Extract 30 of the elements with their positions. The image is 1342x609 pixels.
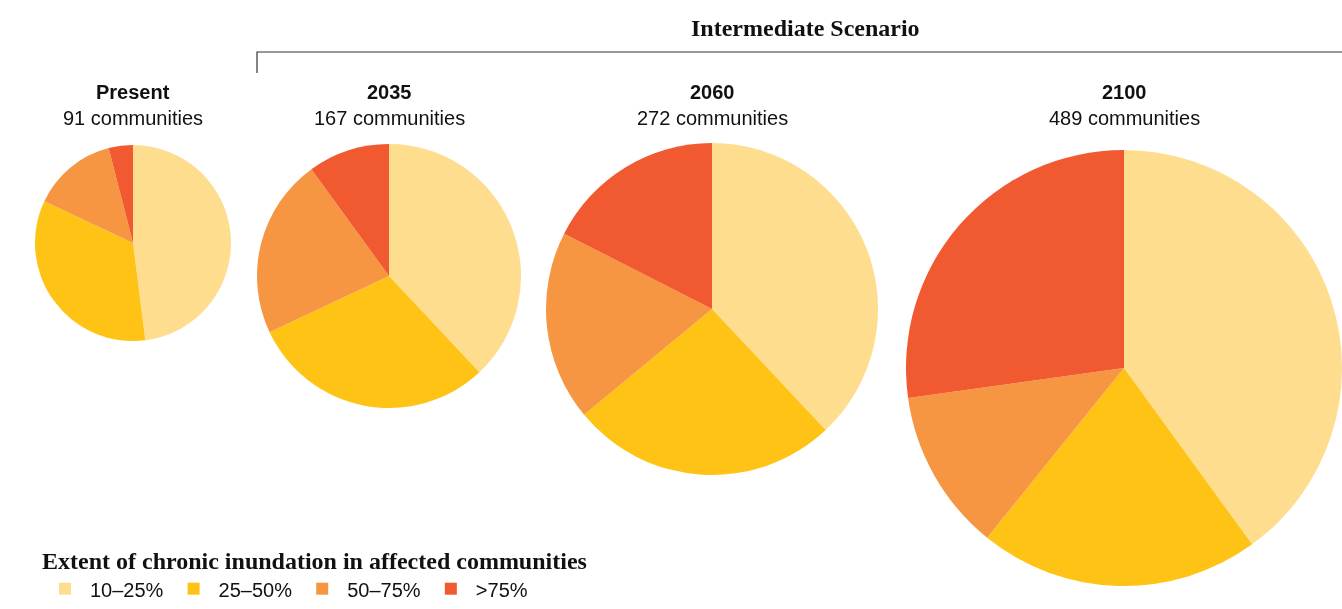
chart-subtitle: 272 communities [637, 107, 789, 129]
chart-subtitle: 167 communities [314, 107, 466, 129]
pie-slice [311, 144, 389, 276]
pie-slice [906, 150, 1124, 399]
pie-slice [269, 276, 480, 408]
chart-title: 2100 [1102, 81, 1147, 103]
text: Intermediate Scenario [691, 15, 920, 41]
legend-title: Extent of chronic inundation in affected communities [42, 548, 587, 575]
pie-slice [908, 368, 1124, 538]
pie-slice [108, 145, 133, 243]
pie-slice [1124, 150, 1342, 545]
pie-slice [44, 148, 133, 243]
chart-title: 2060 [690, 81, 735, 103]
legend-label: 25–50% [218, 578, 293, 601]
pie-slice [564, 143, 712, 309]
legend-label: 50–75% [347, 578, 421, 601]
pie-slice [584, 309, 826, 475]
chart-title: Present [96, 81, 170, 103]
chart-title: 2035 [367, 81, 412, 103]
pie-slice [35, 201, 146, 341]
pie-slice [712, 143, 878, 431]
pie-slice [546, 233, 712, 415]
pie-slice [389, 144, 521, 373]
legend-label: 10–25% [90, 578, 164, 601]
pie-slice [133, 145, 231, 341]
legend-label: >75% [475, 578, 528, 601]
pie-slice [257, 169, 389, 333]
pie-slice [987, 368, 1253, 586]
chart-subtitle: 91 communities [63, 107, 204, 129]
chart-subtitle: 489 communities [1049, 107, 1201, 129]
